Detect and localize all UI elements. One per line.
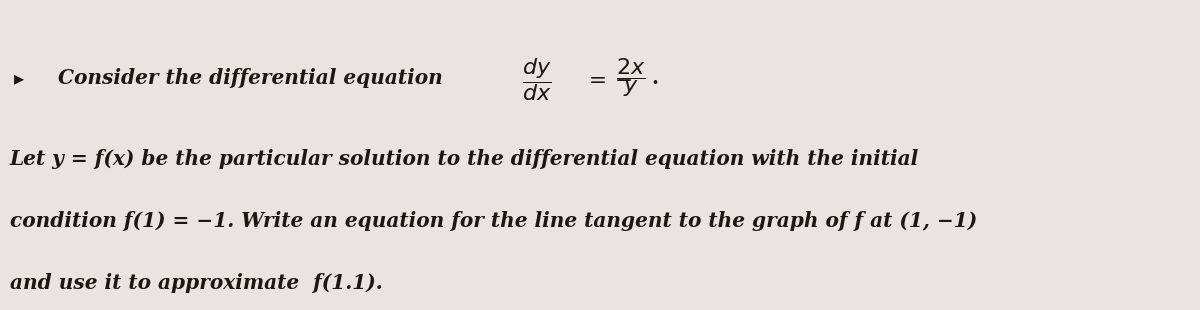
Text: and use it to approximate  f(1.1).: and use it to approximate f(1.1). bbox=[10, 273, 383, 293]
Text: $\dfrac{2x}{y}$: $\dfrac{2x}{y}$ bbox=[616, 56, 646, 99]
Text: Consider the differential equation: Consider the differential equation bbox=[58, 68, 443, 88]
Text: $\dfrac{dy}{dx}$: $\dfrac{dy}{dx}$ bbox=[522, 56, 552, 103]
Text: $= -$: $= -$ bbox=[584, 68, 632, 90]
Text: condition f(1) = −1. Write an equation for the line tangent to the graph of f at: condition f(1) = −1. Write an equation f… bbox=[10, 211, 977, 231]
Text: Let y = f(x) be the particular solution to the differential equation with the in: Let y = f(x) be the particular solution … bbox=[10, 149, 919, 169]
Text: .: . bbox=[652, 68, 659, 88]
Text: ▸: ▸ bbox=[14, 68, 24, 88]
